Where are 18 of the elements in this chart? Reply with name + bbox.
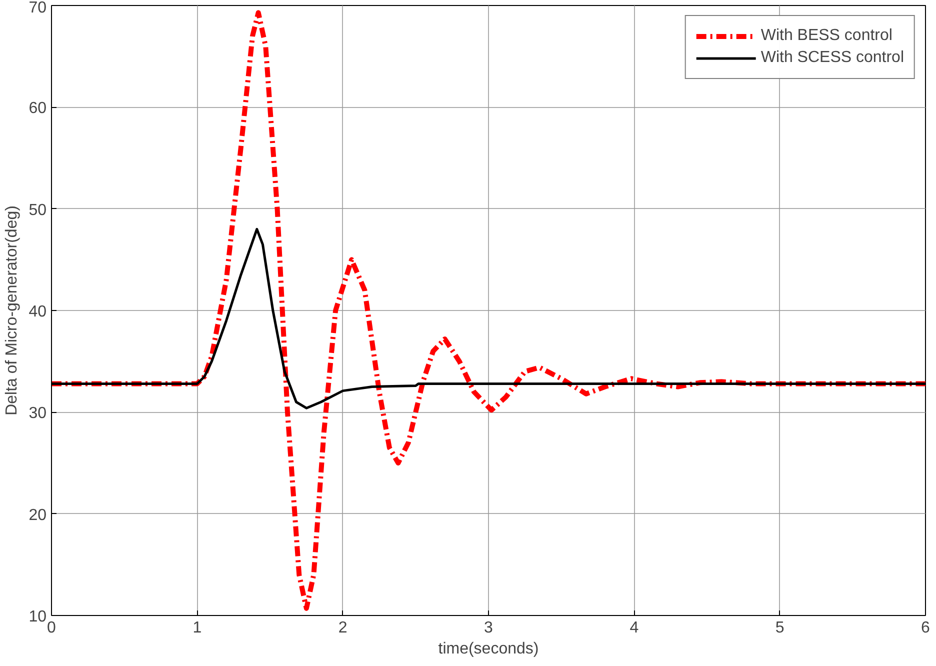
x-tick-label: 5	[775, 620, 784, 636]
y-tick-label: 20	[28, 506, 47, 524]
y-tick-label: 30	[28, 405, 47, 422]
x-tick-label: 3	[484, 620, 494, 636]
x-tick-label: 4	[630, 620, 639, 636]
y-tick-label: 60	[28, 100, 47, 118]
y-tick-label: 70	[28, 0, 47, 16]
x-tick-label: 6	[921, 620, 930, 636]
x-tick-label: 2	[338, 620, 348, 636]
y-tick-label: 10	[28, 608, 47, 626]
y-tick-label: 40	[28, 304, 47, 320]
y-tick-label: 50	[28, 202, 47, 219]
x-tick-label: 0	[47, 620, 56, 636]
legend-label: With SCESS control	[760, 49, 904, 67]
x-tick-label: 1	[192, 620, 202, 636]
x-axis-title: time(seconds)	[438, 640, 539, 658]
y-axis-title: Delta of Micro-generator(deg)	[4, 206, 21, 416]
legend-label: With BESS control	[760, 27, 892, 45]
